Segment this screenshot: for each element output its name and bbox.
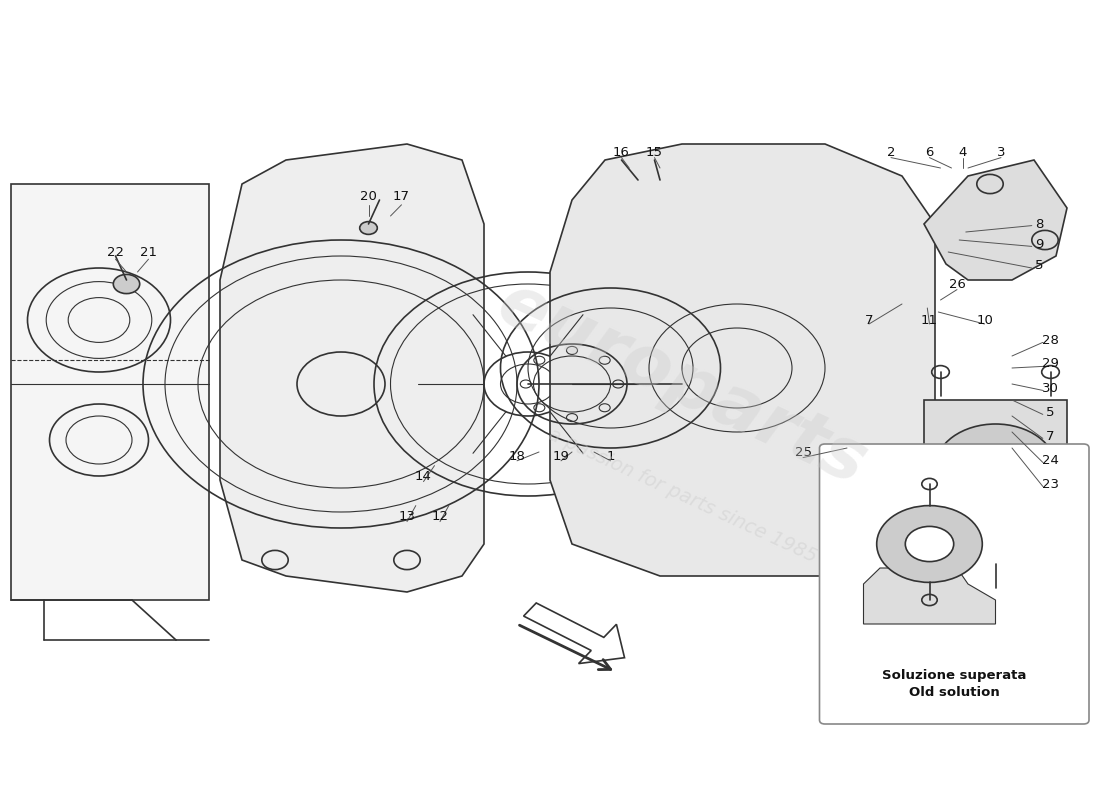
Text: 7: 7 (1046, 430, 1055, 442)
Text: 13: 13 (398, 510, 416, 522)
Text: 5: 5 (1035, 259, 1044, 272)
Circle shape (935, 424, 1056, 512)
Text: 28: 28 (1042, 334, 1059, 346)
Text: 22: 22 (107, 246, 124, 258)
Circle shape (113, 274, 140, 294)
Text: 12: 12 (431, 510, 449, 522)
Polygon shape (924, 400, 1067, 560)
FancyBboxPatch shape (11, 184, 209, 600)
Circle shape (905, 526, 954, 562)
Text: 23: 23 (1042, 478, 1059, 490)
Text: 29: 29 (1042, 358, 1059, 370)
Text: 3: 3 (997, 146, 1005, 158)
Text: 21: 21 (140, 246, 157, 258)
Polygon shape (864, 568, 996, 624)
Text: 9: 9 (1035, 238, 1044, 250)
Polygon shape (924, 160, 1067, 280)
Text: 8: 8 (1035, 218, 1044, 230)
Text: 19: 19 (552, 450, 570, 462)
Polygon shape (220, 144, 484, 592)
Polygon shape (550, 144, 935, 576)
Text: a passion for parts since 1985: a passion for parts since 1985 (544, 425, 820, 567)
Text: 26: 26 (948, 278, 966, 290)
Text: 20: 20 (360, 190, 377, 202)
Text: 2: 2 (887, 146, 895, 158)
Text: europarts: europarts (486, 268, 878, 500)
Text: 15: 15 (646, 146, 663, 158)
Text: 16: 16 (613, 146, 630, 158)
Text: 10: 10 (976, 314, 993, 326)
Circle shape (360, 222, 377, 234)
Text: 1: 1 (606, 450, 615, 462)
Circle shape (877, 506, 982, 582)
Text: 17: 17 (393, 190, 410, 202)
Text: 24: 24 (1042, 454, 1059, 466)
Text: 11: 11 (921, 314, 938, 326)
Text: 6: 6 (925, 146, 934, 158)
FancyBboxPatch shape (820, 444, 1089, 724)
Text: 30: 30 (1042, 382, 1059, 394)
Text: 4: 4 (958, 146, 967, 158)
Text: 5: 5 (1046, 406, 1055, 418)
Text: 25: 25 (794, 446, 812, 458)
Text: Old solution: Old solution (909, 686, 1000, 698)
Text: 14: 14 (415, 470, 432, 482)
Text: Soluzione superata: Soluzione superata (882, 670, 1026, 682)
Text: 7: 7 (865, 314, 873, 326)
Polygon shape (524, 603, 625, 663)
Circle shape (968, 448, 1023, 488)
Text: 18: 18 (508, 450, 526, 462)
